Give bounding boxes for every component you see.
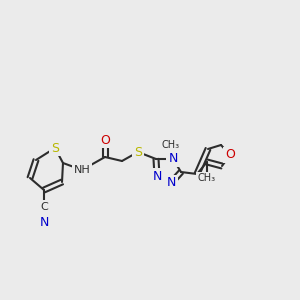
Text: N: N — [166, 176, 176, 190]
Text: N: N — [168, 152, 178, 166]
Text: S: S — [134, 146, 142, 158]
Text: C: C — [40, 202, 48, 212]
Text: O: O — [100, 134, 110, 146]
Text: NH: NH — [74, 165, 90, 175]
Text: N: N — [39, 215, 49, 229]
Text: O: O — [225, 148, 235, 161]
Text: S: S — [51, 142, 59, 154]
Text: CH₃: CH₃ — [198, 173, 216, 183]
Text: N: N — [152, 169, 162, 182]
Text: CH₃: CH₃ — [162, 140, 180, 150]
